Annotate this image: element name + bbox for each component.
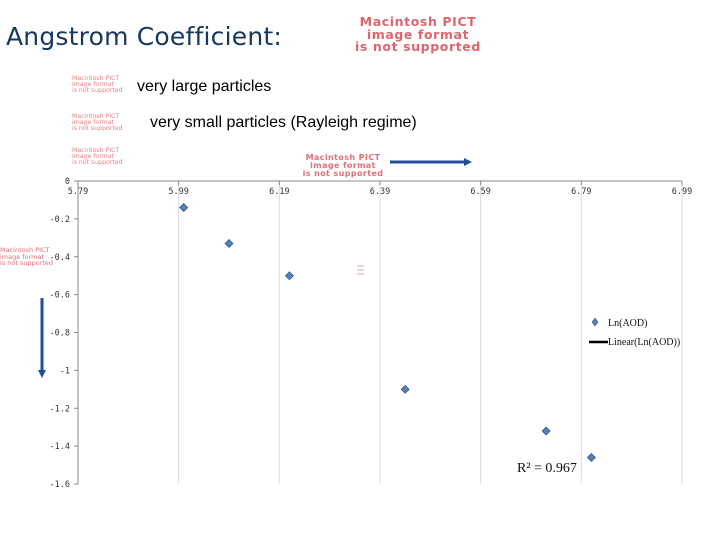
pict-placeholder-large-particles: Macintosh PICT image format is not support… [72, 75, 123, 95]
y-tick-label-2: -0.4 [50, 253, 70, 263]
slide-title: Angstrom Coefficient: [6, 22, 282, 51]
y-tick-label-8: -1.6 [50, 480, 70, 490]
legend-marker-icon [591, 317, 599, 327]
pict-placeholder-third: Macintosh PICT image format is not support… [72, 147, 123, 167]
r-squared-annotation: R² = 0.967 [517, 461, 577, 476]
pict-placeholder-middle: Macintosh PICT image format is not support… [302, 153, 384, 178]
data-point-2 [284, 271, 294, 281]
x-tick-label-3: 6.39 [370, 187, 390, 197]
data-point-0 [179, 203, 189, 213]
data-point-3 [400, 384, 410, 394]
caption-small-particles: very small particles (Rayleigh regime) [150, 114, 417, 131]
legend: Ln(AOD) Linear(Ln(AOD)) [589, 317, 680, 348]
y-tick-label-5: -1 [60, 366, 70, 376]
x-tick-label-2: 6.19 [269, 187, 289, 197]
y-tick-label-3: -0.6 [50, 291, 70, 301]
gridlines [77, 181, 683, 484]
caption-large-particles: very large particles [137, 78, 272, 95]
x-tick-label-6: 6.99 [672, 187, 692, 197]
x-tick-label-5: 6.79 [571, 187, 591, 197]
data-point-5 [586, 452, 596, 462]
data-point-4 [541, 426, 551, 436]
cursor-glyph [357, 265, 364, 275]
y-tick-label-1: -0.2 [50, 215, 70, 225]
y-tick-label-0: 0 [65, 177, 70, 187]
y-tick-label-4: -0.8 [50, 329, 70, 339]
pict-placeholder-left: Macintosh PICT image format is not support… [0, 246, 54, 267]
legend-label-series: Ln(AOD) [608, 318, 647, 329]
axes: 5.79 5.99 6.19 6.39 6.59 6.79 6.990-0.2-0.4-0.… [50, 177, 693, 490]
y-tick-label-6: -1.2 [50, 404, 70, 414]
x-tick-label-1: 5.99 [168, 187, 188, 197]
data-point-1 [224, 238, 234, 248]
pict-placeholder-small-particles: Macintosh PICT image format is not support… [72, 113, 123, 133]
legend-label-trendline: Linear(Ln(AOD)) [608, 337, 680, 348]
y-tick-label-7: -1.4 [50, 442, 70, 452]
data-points [179, 203, 596, 462]
pict-placeholder-top: Macintosh PICT image format is not support… [355, 14, 481, 54]
x-tick-label-4: 6.59 [470, 187, 490, 197]
